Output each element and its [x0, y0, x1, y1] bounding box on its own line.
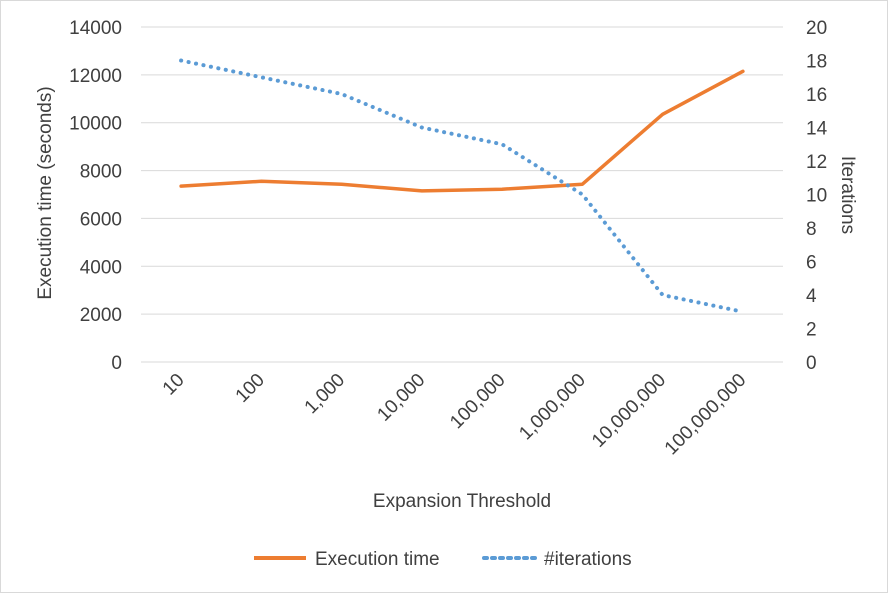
x-axis-title: Expansion Threshold: [373, 491, 551, 512]
x-axis-ticks: 10 100 1,000 10,000 100,000 1,000,00010,000,0…: [159, 370, 751, 460]
y2-tick-label: 14: [806, 119, 828, 140]
left-axis-ticks: 0 2000 4000 6000 8000 10000 12000 14000: [69, 18, 122, 374]
y-tick-label: 6000: [80, 209, 122, 230]
series-line-execution-time: [179, 69, 745, 193]
y2-tick-label: 4: [806, 286, 817, 307]
x-tick-label: 10,000,000: [588, 370, 670, 452]
y-tick-label: 12000: [69, 66, 122, 87]
y2-tick-label: 0: [806, 353, 817, 374]
y-tick-label: 8000: [80, 162, 122, 183]
legend-label-iterations: #iterations: [544, 549, 632, 570]
x-tick-label: 10,000: [373, 370, 429, 426]
legend: Execution time #iterations: [254, 549, 632, 570]
y2-axis-title: Iterations: [837, 156, 858, 234]
y-tick-label: 0: [111, 353, 122, 374]
series-layer: [179, 58, 745, 314]
x-tick-label: 100,000,000: [661, 370, 751, 460]
y-tick-label: 10000: [69, 114, 122, 135]
y2-tick-label: 10: [806, 186, 827, 207]
y2-tick-label: 18: [806, 52, 827, 73]
right-axis-ticks: 0 2 4 6 8 10 12 14 16 18 20: [806, 18, 828, 374]
x-tick-label: 10: [159, 370, 189, 400]
gridlines: [141, 26, 783, 363]
y-tick-label: 14000: [69, 18, 122, 39]
y-axis-title: Execution time (seconds): [35, 86, 56, 299]
y2-tick-label: 8: [806, 219, 817, 240]
y2-tick-label: 12: [806, 152, 827, 173]
series-line-iterations: [179, 58, 745, 314]
x-tick-label: 100: [232, 370, 269, 407]
y2-tick-label: 2: [806, 320, 817, 341]
legend-label-execution-time: Execution time: [315, 549, 440, 570]
x-tick-label: 1,000,000: [515, 370, 590, 445]
y2-tick-label: 20: [806, 18, 827, 39]
x-tick-label: 100,000: [446, 370, 509, 433]
y2-tick-label: 16: [806, 85, 827, 106]
y2-tick-label: 6: [806, 253, 817, 274]
y-tick-label: 2000: [80, 305, 122, 326]
y-tick-label: 4000: [80, 257, 122, 278]
x-tick-label: 1,000: [301, 370, 349, 418]
